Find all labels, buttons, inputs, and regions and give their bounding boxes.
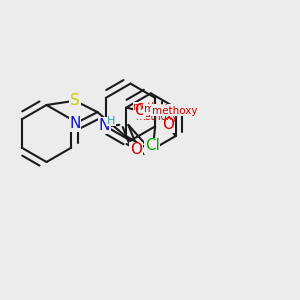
- Text: O: O: [134, 103, 146, 118]
- Text: Cl: Cl: [145, 138, 160, 153]
- Text: methoxy: methoxy: [132, 102, 175, 112]
- Text: methoxy: methoxy: [152, 106, 197, 116]
- Text: N: N: [99, 118, 110, 133]
- Text: H: H: [107, 116, 116, 126]
- Text: O: O: [162, 117, 174, 132]
- Text: S: S: [70, 93, 80, 108]
- Text: N: N: [69, 116, 81, 131]
- Text: methoxy: methoxy: [144, 104, 189, 114]
- Text: O: O: [130, 142, 142, 157]
- Text: methoxy: methoxy: [135, 112, 178, 122]
